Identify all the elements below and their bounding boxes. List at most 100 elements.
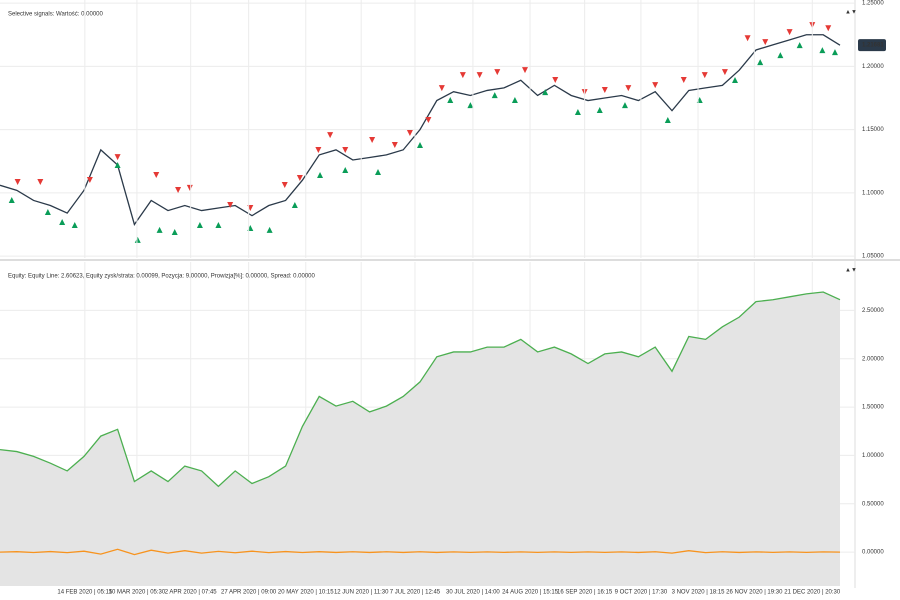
y-tick-label: 1.05000 [862,254,884,260]
signal-marker [796,42,803,49]
signal-marker [825,25,832,32]
signal-marker [342,166,349,173]
signal-marker [491,92,498,99]
signal-marker [777,52,784,59]
area [0,291,840,586]
signal-marker [701,72,708,79]
signal-marker [281,182,288,189]
y-tick-label: 0.50000 [862,501,884,507]
signal-marker [227,202,234,209]
signal-marker [786,29,793,36]
signal-marker [721,69,728,76]
y-tick-label: 1.15000 [862,127,884,133]
signal-marker [171,228,178,235]
x-tick-label: 21 DEC 2020 | 20:30 [784,590,841,596]
signal-marker [296,174,303,181]
scale-up-button[interactable]: ▲▼ [845,268,857,274]
signal-marker [391,142,398,149]
last-price-tag [858,39,886,52]
signal-marker [14,178,21,185]
signal-marker [625,85,632,92]
signal-marker [574,109,581,116]
signal-marker [44,208,51,215]
signal-marker [291,202,298,209]
y-tick-label: 2.00000 [862,356,884,362]
signal-marker [71,221,78,228]
y-tick-label: 2.50000 [862,308,884,314]
signal-marker [459,72,466,79]
signal-marker [266,226,273,233]
signal-marker [831,49,838,56]
signal-marker [8,196,15,203]
scale-up-button[interactable]: ▲▼ [845,10,857,16]
x-tick-label: 12 JUN 2020 | 11:30 [334,590,389,596]
signal-marker [196,221,203,228]
signal-marker [511,97,518,104]
signal-marker [342,146,349,153]
x-tick-label: 30 JUL 2020 | 14:00 [446,590,500,596]
line [0,291,841,488]
signal-marker [417,142,423,149]
x-tick-label: 10 MAR 2020 | 05:30 [109,590,166,596]
x-tick-label: 24 AUG 2020 | 15:15 [502,590,559,596]
signal-marker [744,35,751,42]
signal-marker [447,97,454,104]
signal-marker [621,102,628,109]
annotation: Selective signals: Wartość: 0.00000 [8,12,103,18]
signal-marker [680,77,687,84]
signal-marker [37,178,44,185]
x-tick-label: 14 FEB 2020 | 05:15 [57,590,113,596]
signal-marker [156,226,163,233]
signal-marker [596,107,603,114]
signal-marker [652,82,659,89]
line [0,34,841,226]
signal-marker [134,236,141,243]
signal-marker [494,69,501,76]
x-tick-label: 7 JUL 2020 | 12:45 [390,590,441,596]
y-tick-label: 0.00000 [862,550,884,556]
signal-marker [114,162,121,169]
x-tick-label: 3 NOV 2020 | 18:15 [672,590,726,596]
signal-marker [732,77,738,84]
signal-marker [762,39,769,46]
signal-marker [175,186,182,193]
x-tick-label: 9 OCT 2020 | 17:30 [615,590,668,596]
signal-marker [552,77,559,84]
signal-marker [542,89,549,96]
signal-marker [406,130,413,137]
signal-marker [425,117,432,124]
y-tick-label: 1.00000 [862,453,884,459]
x-tick-label: 20 MAY 2020 | 10:15 [278,590,334,596]
signal-marker [522,67,528,74]
annotation: Equity: Equity Line: 2.60623, Equity zys… [8,274,316,280]
signal-marker [476,72,483,79]
signal-marker [601,87,608,94]
x-tick-label: 27 APR 2020 | 09:00 [221,590,277,596]
signal-marker [59,218,66,225]
signal-marker [215,221,222,228]
plot-layer: 1.05000 1.10000 1.15000 1.20000 1.25000 Selec… [0,0,886,596]
signal-marker [186,184,193,191]
signal-marker [86,176,93,183]
signal-marker [317,172,324,179]
signal-marker [153,172,160,179]
last-price-label: 1.21681 [862,43,884,49]
y-tick-label: 1.50000 [862,405,884,411]
x-tick-label: 26 NOV 2020 | 19:30 [726,590,783,596]
y-tick-label: 1.10000 [862,190,884,196]
signal-marker [467,102,474,109]
signal-marker [315,146,322,153]
signal-marker [369,137,376,144]
signal-marker [327,132,334,139]
x-tick-label: 2 APR 2020 | 07:45 [165,590,218,596]
y-tick-label: 1.20000 [862,64,884,70]
signal-marker [664,117,671,124]
x-tick-label: 16 SEP 2020 | 16:15 [557,590,613,596]
signal-marker [757,59,764,66]
signal-marker [375,169,381,175]
y-tick-label: 1.25000 [862,1,884,7]
signal-marker [819,47,826,54]
signal-marker [114,154,121,161]
